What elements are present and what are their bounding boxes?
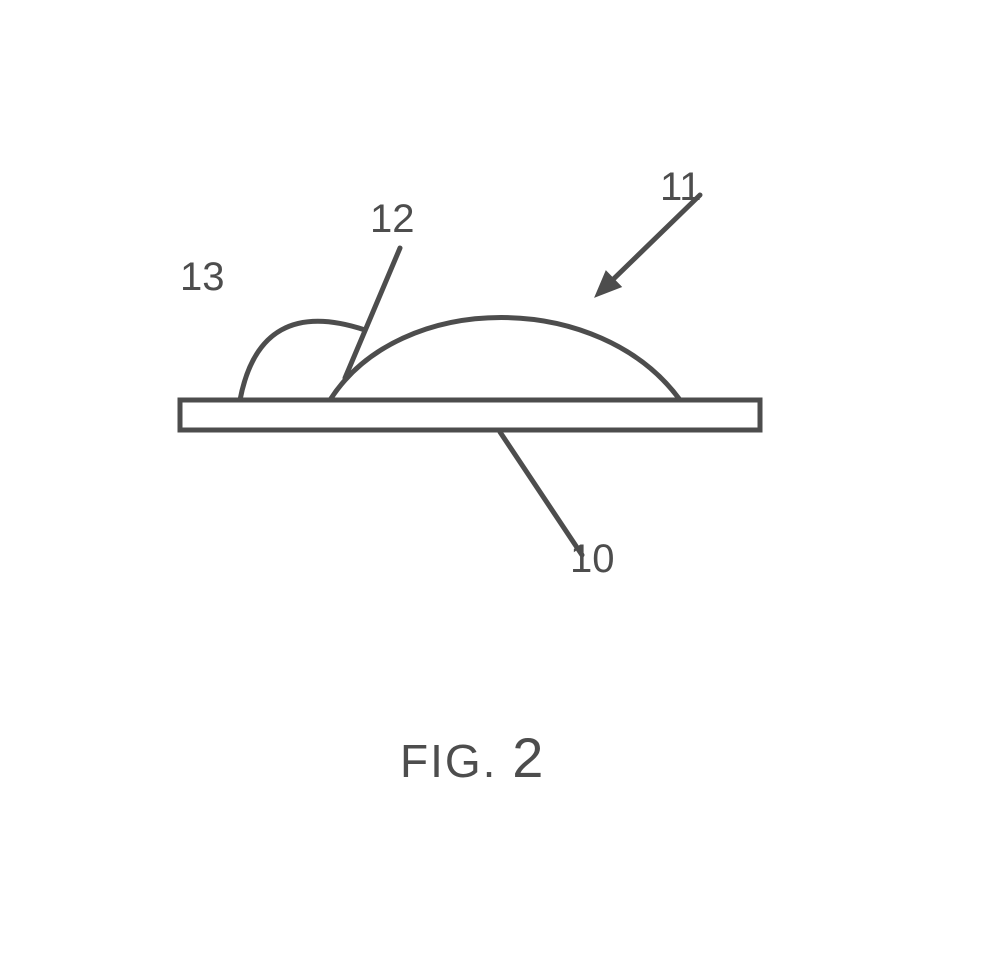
figure-svg: 13 12 11 10 bbox=[0, 0, 1001, 953]
label-12: 12 bbox=[370, 197, 415, 241]
label-11: 11 bbox=[660, 165, 702, 209]
figure-caption: FIG. 2 bbox=[400, 725, 545, 790]
droplet-curve bbox=[330, 318, 680, 401]
substrate-rect bbox=[180, 400, 760, 430]
caption-number: 2 bbox=[512, 726, 545, 789]
label-10: 10 bbox=[570, 537, 615, 581]
caption-prefix: FIG. bbox=[400, 735, 512, 787]
label-13: 13 bbox=[180, 255, 225, 299]
contact-angle-arc bbox=[240, 321, 365, 400]
figure-stage: 13 12 11 10 FIG. 2 bbox=[0, 0, 1001, 953]
